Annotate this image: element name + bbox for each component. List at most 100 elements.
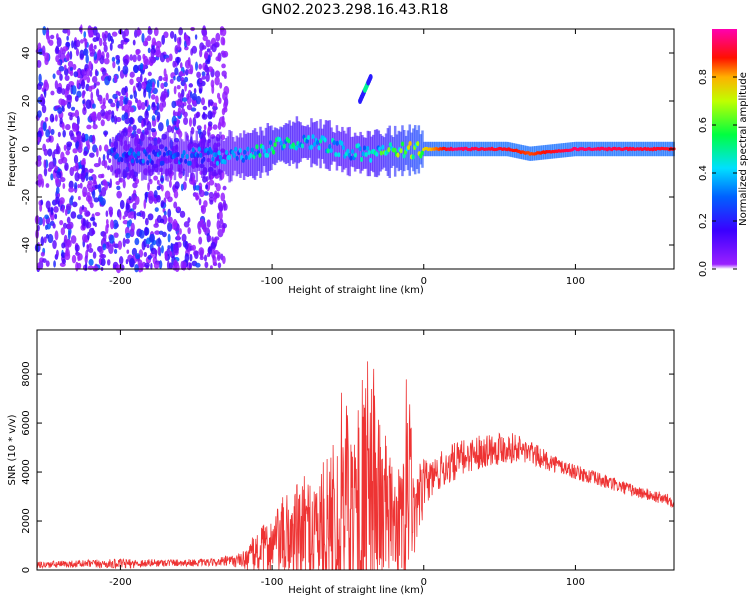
snr-x-label: Height of straight line (km) <box>288 585 424 596</box>
heatmap-cell <box>58 98 64 105</box>
heatmap-cell <box>74 182 78 190</box>
heatmap-cell <box>60 227 66 236</box>
heatmap-cell <box>200 218 205 224</box>
heatmap-cell <box>71 85 77 95</box>
heatmap-cell <box>200 97 205 106</box>
heatmap-cell <box>156 102 160 111</box>
heatmap-cell <box>222 255 226 265</box>
heatmap-cell <box>216 220 221 230</box>
heatmap-cell <box>146 136 149 176</box>
heatmap-cell <box>155 49 162 58</box>
heatmap-cell <box>69 66 73 71</box>
heatmap-cell <box>361 151 365 157</box>
heatmap-cell <box>123 58 129 67</box>
heatmap-cell <box>388 125 391 179</box>
snr-x-ticks: -200 -100 0 100 <box>109 330 585 588</box>
heatmap-cell <box>103 58 110 65</box>
heatmap-cell <box>74 244 80 252</box>
heatmap-cell <box>179 62 183 69</box>
heatmap-cell <box>187 68 193 75</box>
heatmap-cell <box>215 32 221 42</box>
heatmap-cell <box>164 146 168 152</box>
heatmap-cell <box>132 39 136 46</box>
heatmap-cell <box>72 122 78 132</box>
heatmap-cell <box>98 144 102 152</box>
heatmap-cell <box>147 71 152 77</box>
heatmap-cell <box>221 139 224 173</box>
heatmap-cell <box>86 244 90 253</box>
heatmap-cell <box>54 213 58 220</box>
heatmap-cell <box>377 130 381 176</box>
heatmap-cell <box>332 131 335 162</box>
heatmap-cell <box>214 70 221 78</box>
heatmap-cell <box>408 124 411 176</box>
heatmap-cell <box>52 73 56 79</box>
heatmap-cell <box>82 99 85 105</box>
heatmap-cell <box>420 150 424 156</box>
heatmap-cell <box>265 152 270 158</box>
heatmap-cell <box>279 140 283 146</box>
heatmap-cell <box>118 99 124 107</box>
heatmap-cell <box>54 230 59 241</box>
heatmap-cell <box>130 222 135 233</box>
heatmap-cell <box>342 130 346 170</box>
heatmap-cell <box>184 83 187 92</box>
heatmap-cell <box>160 91 167 101</box>
heatmap-cell <box>355 135 359 169</box>
heatmap-cell <box>85 171 89 182</box>
heatmap-cell <box>209 199 214 205</box>
heatmap-cell <box>328 144 332 150</box>
y-tick-label: -40 <box>21 237 32 253</box>
colorbar-tick-label: 0.2 <box>698 213 709 229</box>
heatmap-cell <box>211 156 215 162</box>
heatmap-cell <box>76 214 83 220</box>
heatmap-cell <box>160 200 165 208</box>
heatmap-cell <box>353 152 358 158</box>
heatmap-cell <box>308 127 311 158</box>
heatmap-cell <box>92 103 96 109</box>
x-tick-label: -200 <box>109 577 132 588</box>
heatmap-cell <box>206 219 211 228</box>
y-tick-label: 4000 <box>21 459 32 484</box>
heatmap-cell <box>156 79 160 89</box>
heatmap-cell <box>161 34 165 45</box>
heatmap-cell <box>42 25 47 36</box>
heatmap-cell <box>169 78 174 84</box>
heatmap-cell <box>40 97 46 107</box>
heatmap-cell <box>261 130 264 173</box>
heatmap-cell <box>62 183 66 190</box>
heatmap-cell <box>317 145 321 151</box>
heatmap-cell <box>142 210 146 220</box>
heatmap-cell <box>190 153 194 159</box>
heatmap-cell <box>168 216 173 224</box>
heatmap-cell <box>182 181 187 191</box>
heatmap-cell <box>61 88 66 95</box>
heatmap-cell <box>145 83 152 93</box>
heatmap-cell <box>73 136 78 143</box>
heatmap-cell <box>45 200 51 210</box>
heatmap-cell <box>278 137 282 143</box>
heatmap-cell <box>363 145 367 151</box>
heatmap-cell <box>109 234 115 244</box>
heatmap-cell <box>91 111 97 122</box>
heatmap-cell <box>129 94 133 100</box>
heatmap-cell <box>89 52 95 57</box>
heatmap-cell <box>169 250 173 257</box>
heatmap-cell <box>205 175 209 182</box>
heatmap-cell <box>122 65 129 75</box>
snr-y-ticks: 0 2000 4000 6000 8000 <box>21 361 674 573</box>
heatmap-cell <box>135 49 140 56</box>
heatmap-cell <box>244 133 248 176</box>
heatmap-cell <box>321 128 324 160</box>
heatmap-cell <box>175 121 179 129</box>
heatmap-cell <box>329 148 333 154</box>
heatmap-cell <box>105 92 109 101</box>
heatmap-cell <box>37 173 43 182</box>
heatmap-cell <box>369 157 373 163</box>
heatmap-cell <box>117 65 121 72</box>
heatmap-cell <box>168 136 171 176</box>
heatmap-cell <box>83 31 87 38</box>
heatmap-cell <box>146 160 150 166</box>
heatmap-cell <box>176 85 181 90</box>
heatmap-cell <box>115 90 119 96</box>
